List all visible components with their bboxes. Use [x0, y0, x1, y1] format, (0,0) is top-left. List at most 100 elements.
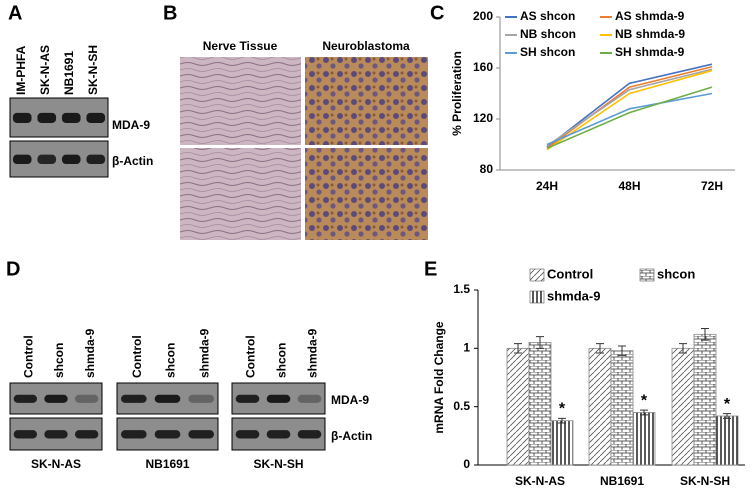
series-line — [546, 63, 713, 148]
group-label: NB1691 — [145, 457, 189, 471]
legend-label: AS shmda-9 — [615, 9, 685, 23]
band — [44, 394, 68, 403]
panel-letter: B — [163, 2, 177, 24]
band — [266, 430, 291, 439]
band — [86, 112, 106, 123]
band — [75, 394, 99, 403]
y-tick-label: 120 — [473, 111, 493, 125]
band — [44, 430, 68, 439]
lane-label: Control — [244, 335, 258, 378]
group-label: SK-N-SH — [254, 457, 304, 471]
panel-letter: E — [424, 258, 437, 280]
band — [297, 394, 322, 403]
band — [235, 394, 260, 403]
x-tick-label: 24H — [536, 179, 558, 193]
error-bar — [618, 345, 626, 356]
y-axis-label: mRNA Fold Change — [432, 321, 446, 434]
error-bar — [640, 409, 648, 416]
lane-label: IM-PHFA — [14, 45, 28, 95]
legend-swatch — [529, 268, 545, 282]
band — [37, 154, 57, 165]
lane-label: shcon — [164, 343, 178, 378]
lane-label: SK-N-SH — [86, 45, 100, 95]
bar — [693, 333, 717, 466]
band-label: MDA-9 — [112, 118, 150, 132]
band — [188, 430, 214, 439]
band — [12, 154, 32, 165]
tissue-image — [180, 57, 301, 145]
x-tick-label: SK-N-SH — [680, 474, 730, 488]
error-bar — [558, 417, 566, 424]
lane-label: Control — [130, 335, 144, 378]
significance: * — [559, 401, 566, 418]
tissue-image — [305, 57, 428, 145]
band — [266, 394, 291, 403]
error-bar — [679, 343, 687, 354]
band — [154, 430, 181, 439]
tissue-image — [305, 148, 428, 240]
legend-label: SH shmda-9 — [615, 45, 685, 59]
series-line — [546, 65, 713, 149]
series-line — [546, 92, 713, 146]
x-tick-label: NB1691 — [600, 474, 644, 488]
error-bar — [514, 343, 522, 354]
group-label: SK-N-AS — [31, 457, 81, 471]
bar — [550, 420, 574, 466]
panel-letter: C — [430, 2, 444, 24]
band-label: MDA-9 — [331, 393, 369, 407]
bar — [632, 412, 656, 466]
x-tick-label: 72H — [701, 179, 723, 193]
x-tick-label: SK-N-AS — [515, 474, 565, 488]
series-line — [546, 68, 713, 147]
y-tick-label: 0.5 — [453, 399, 470, 413]
band — [61, 112, 81, 123]
legend-label: NB shmda-9 — [615, 27, 685, 41]
error-bar — [596, 343, 604, 354]
band — [37, 112, 57, 123]
series-line — [546, 69, 713, 151]
lane-label: shmda-9 — [197, 328, 211, 378]
y-tick-label: 160 — [473, 60, 493, 74]
y-tick-label: 200 — [473, 9, 493, 23]
y-axis-label: % Proliferation — [450, 51, 464, 136]
bar — [610, 350, 634, 466]
lane-label: shcon — [275, 343, 289, 378]
legend-swatch — [639, 268, 655, 282]
band — [121, 394, 147, 403]
series-line — [546, 86, 713, 150]
y-tick-label: 80 — [480, 162, 494, 176]
error-bar — [536, 336, 544, 349]
bar — [588, 347, 612, 466]
legend-swatch — [529, 290, 545, 304]
band — [121, 430, 147, 439]
x-tick-label: 48H — [618, 179, 640, 193]
lane-label: shcon — [52, 343, 66, 378]
significance: * — [641, 392, 648, 409]
tissue-image — [180, 148, 301, 240]
column-title: Nerve Tissue — [203, 39, 278, 53]
y-tick-label: 0 — [463, 457, 470, 471]
legend-label: SH shcon — [520, 45, 575, 59]
band — [86, 154, 106, 165]
error-bar — [723, 413, 731, 419]
lane-label: NB1691 — [62, 51, 76, 95]
band — [12, 112, 32, 123]
legend-label: shmda-9 — [547, 288, 600, 303]
bar — [506, 347, 530, 466]
significance: * — [724, 396, 731, 413]
legend-label: NB shcon — [520, 27, 576, 41]
band — [13, 430, 37, 439]
band — [13, 394, 37, 403]
bar — [671, 347, 695, 466]
lane-label: Control — [22, 335, 36, 378]
panel-letter: A — [8, 2, 22, 24]
band — [154, 394, 181, 403]
lane-label: SK-N-AS — [38, 45, 52, 95]
bar — [715, 415, 739, 466]
y-tick-label: 1.5 — [453, 282, 470, 296]
legend-label: shcon — [657, 266, 695, 281]
band — [235, 430, 260, 439]
y-tick-label: 1 — [463, 341, 470, 355]
band — [297, 430, 322, 439]
bar — [528, 342, 552, 466]
